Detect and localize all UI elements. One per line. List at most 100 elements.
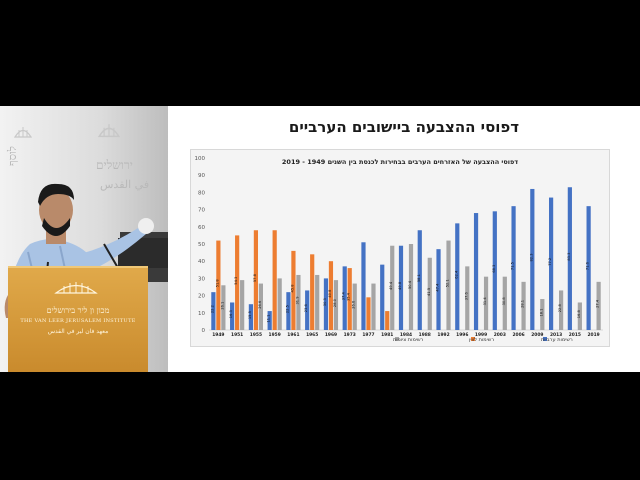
bar-zionist-parties	[465, 266, 470, 330]
data-label: 30.8	[502, 297, 506, 306]
data-label: 54.3	[234, 277, 238, 285]
legend-swatch	[471, 337, 475, 341]
bar-zionist-left	[235, 235, 240, 330]
legend-label: רשימות לווין	[469, 337, 494, 343]
bar-zionist-parties	[483, 276, 489, 330]
x-tick-label: 1965	[306, 332, 318, 338]
podium-name-hebrew: מכון ון ליר בירושלים	[46, 306, 110, 315]
bar-zionist-parties	[390, 245, 395, 330]
chart-panel: דפוסי ההצבעה של האזרחים הערבים בבחירות ל…	[190, 149, 610, 347]
podium-name-english: THE VAN LEER JERUSALEM INSTITUTE	[20, 318, 136, 324]
data-label: 18.1	[539, 309, 543, 317]
data-label: 52.1	[446, 279, 450, 287]
bar-arab-parties	[305, 290, 310, 330]
y-tick-label: 30	[198, 276, 205, 282]
x-tick-label: 2013	[550, 332, 562, 338]
bar-zionist-parties	[277, 278, 282, 330]
bar-zionist-left	[291, 250, 296, 330]
bar-zionist-left	[385, 311, 390, 330]
data-label: 31.9	[295, 296, 299, 305]
data-label: 28.0	[333, 298, 337, 307]
data-label: 16.3	[229, 310, 233, 318]
data-label: 68.3	[492, 265, 496, 273]
x-tick-label: 1984	[400, 332, 412, 338]
x-tick-label: 1999	[475, 332, 487, 338]
y-tick-label: 70	[198, 208, 205, 214]
bar-zionist-left	[328, 261, 334, 330]
data-label: 51.8	[215, 279, 219, 288]
bar-zionist-parties	[352, 283, 357, 330]
video-frame: ירושלים في القدس לוסף מכון ון ליר בירושל…	[0, 106, 640, 372]
x-tick-label: 1988	[419, 332, 431, 338]
bar-zionist-parties	[427, 257, 432, 330]
bar-zionist-parties	[258, 283, 264, 330]
y-tick-label: 90	[198, 173, 205, 179]
data-label: 30.3	[323, 298, 327, 306]
x-tick-label: 1951	[231, 332, 243, 338]
bar-zionist-parties	[296, 274, 301, 330]
x-tick-label: 1992	[437, 332, 449, 338]
bar-arab-parties	[586, 206, 591, 330]
bar-zionist-left	[366, 297, 371, 330]
bar-zionist-left	[347, 268, 352, 330]
bar-arab-parties	[230, 302, 235, 330]
bar-zionist-left	[272, 230, 277, 330]
data-label: 37.4	[342, 291, 346, 300]
legend-swatch	[395, 337, 399, 341]
bar-chart: דפוסי ההצבעה של האזרחים הערבים בבחירות ל…	[195, 156, 603, 343]
bar-arab-parties	[530, 188, 535, 330]
x-tick-label: 1949	[212, 332, 224, 338]
data-label: 49.4	[389, 281, 393, 290]
x-tick-label: 2019	[588, 332, 600, 338]
y-tick-label: 40	[198, 259, 205, 265]
data-label: 47.4	[436, 283, 440, 292]
institute-logo-icon	[54, 282, 98, 294]
legend-label: רשימות ציוניות	[393, 337, 424, 343]
x-tick-label: 1959	[269, 332, 281, 338]
bar-zionist-left	[310, 254, 315, 330]
data-label: 57.8	[253, 273, 257, 282]
y-tick-label: 10	[198, 311, 205, 317]
bar-zionist-parties	[221, 285, 226, 330]
bar-zionist-parties	[540, 299, 545, 330]
data-label: 11.1	[267, 315, 271, 323]
y-tick-label: 80	[198, 190, 205, 196]
bar-arab-parties	[323, 278, 329, 330]
presentation-slide: דפוסי ההצבעה ביישובים הערביים דפוסי ההצב…	[168, 106, 640, 372]
bar-zionist-parties	[333, 280, 339, 330]
bar-arab-parties	[380, 264, 385, 330]
bar-arab-parties	[211, 292, 216, 330]
x-tick-label: 1973	[344, 332, 356, 338]
bar-zionist-parties	[408, 244, 414, 330]
y-tick-label: 100	[195, 156, 206, 162]
legend-swatch	[543, 337, 547, 341]
x-tick-label: 2006	[512, 332, 524, 338]
legend-label: רשימות ערביות	[541, 337, 573, 343]
x-tick-label: 2009	[531, 332, 543, 338]
bar-arab-parties	[436, 249, 441, 330]
data-label: 45.8	[290, 284, 294, 293]
data-label: 22.2	[210, 305, 214, 313]
data-label: 58.1	[417, 274, 421, 282]
bar-zionist-parties	[371, 283, 376, 330]
x-tick-label: 1955	[250, 332, 262, 338]
bar-arab-parties	[342, 266, 347, 330]
bar-arab-parties	[455, 223, 460, 330]
bar-arab-parties	[567, 187, 572, 330]
chart-title: דפוסי ההצבעה של האזרחים הערבים בבחירות ל…	[282, 158, 518, 166]
x-tick-label: 1996	[456, 332, 468, 338]
data-label: 40.8	[328, 289, 332, 298]
bar-arab-parties	[548, 197, 554, 330]
data-label: 77.2	[548, 258, 552, 266]
bar-zionist-parties	[315, 274, 320, 330]
data-label: 22.5	[285, 305, 289, 313]
data-label: 23.6	[304, 304, 308, 313]
data-label: 31.4	[483, 297, 487, 306]
data-label: 35.4	[347, 292, 351, 301]
data-label: 49.8	[398, 281, 402, 290]
institute-logo-icon	[98, 124, 120, 138]
data-label: 27.4	[596, 299, 600, 308]
data-label: 26.6	[258, 300, 262, 309]
data-label: 71.5	[511, 262, 515, 270]
x-tick-label: 2015	[569, 332, 581, 338]
